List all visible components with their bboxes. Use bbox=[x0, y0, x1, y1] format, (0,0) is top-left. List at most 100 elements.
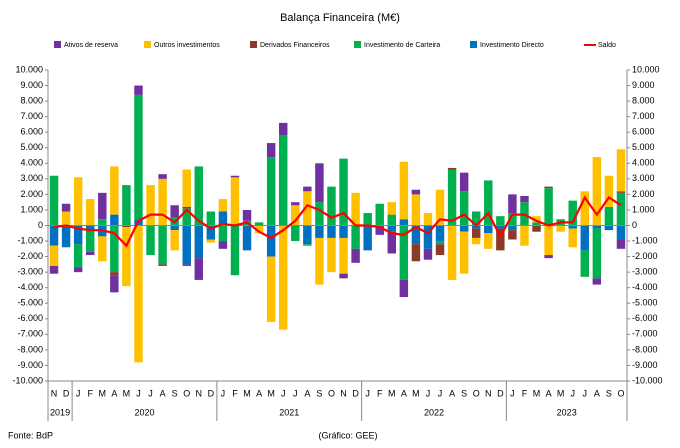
bar bbox=[520, 225, 529, 246]
bar bbox=[49, 225, 59, 246]
bar bbox=[411, 225, 421, 245]
y2-tick-label: 1.000 bbox=[632, 204, 655, 214]
bar bbox=[98, 219, 107, 226]
bar bbox=[387, 214, 397, 226]
y2-tick-label: 2.000 bbox=[632, 189, 655, 199]
x-tick-label: J bbox=[426, 388, 431, 398]
y-tick-label: 3.000 bbox=[20, 173, 43, 183]
bar bbox=[122, 225, 131, 228]
y2-tick-label: -5.000 bbox=[632, 298, 658, 308]
y2-tick-label: 5.000 bbox=[632, 142, 655, 152]
bar bbox=[254, 222, 264, 226]
bar bbox=[110, 272, 119, 276]
bar bbox=[447, 169, 457, 226]
x-tick-label: A bbox=[256, 388, 262, 398]
bar bbox=[182, 264, 191, 266]
x-group-label: 2020 bbox=[134, 407, 154, 417]
bar bbox=[315, 225, 324, 238]
bar bbox=[496, 216, 505, 226]
bar bbox=[496, 228, 505, 251]
y-tick-label: 0 bbox=[38, 220, 43, 230]
y2-tick-label: -6.000 bbox=[632, 313, 658, 323]
x-tick-label: J bbox=[136, 388, 141, 398]
x-tick-label: D bbox=[208, 388, 215, 398]
bar bbox=[544, 188, 553, 226]
bar bbox=[266, 143, 276, 158]
bar bbox=[122, 185, 131, 226]
bar bbox=[61, 225, 71, 248]
x-tick-label: J bbox=[221, 388, 226, 398]
x-tick-label: F bbox=[377, 388, 383, 398]
y-tick-label: 6.000 bbox=[20, 127, 43, 137]
bar bbox=[423, 248, 433, 260]
bar bbox=[459, 191, 469, 226]
x-tick-label: A bbox=[546, 388, 552, 398]
bar bbox=[230, 177, 240, 226]
bar bbox=[303, 225, 312, 245]
x-group-label: 2019 bbox=[50, 407, 70, 417]
bar bbox=[399, 225, 409, 280]
bar bbox=[435, 244, 445, 256]
bar bbox=[351, 248, 360, 263]
y-tick-label: 10.000 bbox=[15, 64, 43, 74]
bar bbox=[278, 135, 288, 226]
bar bbox=[423, 213, 433, 226]
bar bbox=[146, 225, 155, 256]
x-tick-label: J bbox=[76, 388, 81, 398]
x-tick-label: A bbox=[401, 388, 407, 398]
x-tick-label: O bbox=[328, 388, 335, 398]
x-tick-label: O bbox=[183, 388, 190, 398]
bar bbox=[98, 192, 107, 220]
bar bbox=[206, 211, 216, 226]
x-tick-label: J bbox=[365, 388, 370, 398]
bar bbox=[218, 225, 228, 242]
bar bbox=[218, 199, 228, 212]
bar bbox=[508, 213, 517, 226]
bar bbox=[327, 186, 336, 226]
bar bbox=[471, 237, 481, 245]
x-tick-label: F bbox=[232, 388, 238, 398]
bar bbox=[592, 228, 602, 279]
bar bbox=[592, 278, 602, 285]
bar bbox=[580, 191, 590, 226]
bar bbox=[182, 225, 191, 265]
bar bbox=[339, 273, 348, 279]
bar bbox=[134, 85, 143, 95]
bar bbox=[254, 225, 264, 234]
bar bbox=[447, 167, 457, 170]
bar bbox=[182, 208, 191, 226]
bar bbox=[339, 225, 348, 238]
bar bbox=[194, 166, 204, 226]
y2-tick-label: -3.000 bbox=[632, 267, 658, 277]
bar bbox=[146, 185, 155, 226]
y-tick-label: 4.000 bbox=[20, 158, 43, 168]
y-tick-label: -8.000 bbox=[17, 344, 43, 354]
bar bbox=[544, 225, 553, 256]
bar bbox=[85, 225, 95, 231]
y2-tick-label: 10.000 bbox=[632, 64, 660, 74]
y2-tick-label: -1.000 bbox=[632, 235, 658, 245]
legend-label: Derivados Financeiros bbox=[260, 42, 330, 49]
bar bbox=[230, 175, 240, 178]
bar bbox=[435, 189, 445, 226]
bar bbox=[459, 231, 469, 274]
bar bbox=[447, 225, 457, 280]
bar bbox=[49, 245, 59, 266]
bar bbox=[568, 225, 577, 229]
y2-tick-label: -7.000 bbox=[632, 329, 658, 339]
bar bbox=[158, 264, 167, 266]
bar bbox=[218, 241, 228, 249]
bar bbox=[61, 211, 71, 226]
bar bbox=[134, 225, 143, 363]
bar bbox=[387, 231, 397, 254]
bar bbox=[411, 194, 421, 226]
bar bbox=[435, 241, 445, 245]
bar bbox=[496, 225, 505, 229]
bar bbox=[532, 216, 541, 223]
bar bbox=[158, 225, 167, 265]
y-tick-label: 8.000 bbox=[20, 95, 43, 105]
bar bbox=[73, 244, 83, 268]
x-tick-label: F bbox=[87, 388, 93, 398]
y2-tick-label: 8.000 bbox=[632, 95, 655, 105]
bar bbox=[73, 267, 83, 273]
